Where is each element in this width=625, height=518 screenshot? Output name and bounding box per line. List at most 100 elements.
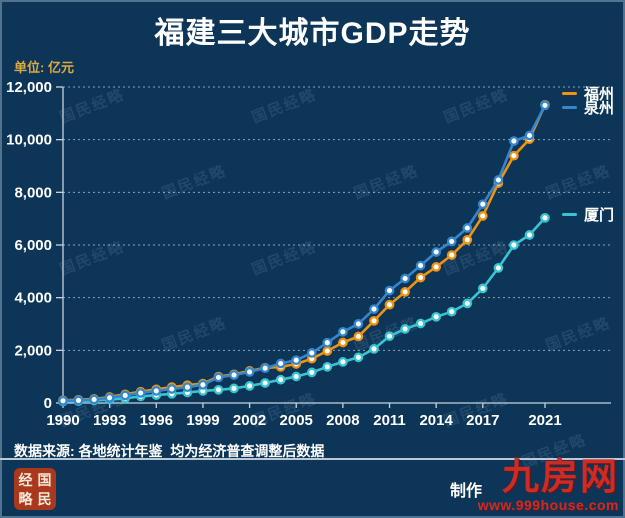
data-point-泉州 (73, 395, 84, 406)
x-tick-label: 1993 (93, 412, 126, 429)
footer-divider (0, 458, 625, 460)
data-point-厦门 (260, 378, 270, 388)
data-point-厦门 (213, 384, 224, 395)
data-point-泉州 (353, 319, 364, 329)
legend-item-fuzhou: 福州 (562, 83, 614, 104)
data-source-note: 数据来源: 各地统计年鉴 均为经济普查调整后数据 (14, 443, 325, 459)
data-point-泉州 (260, 363, 270, 374)
data-point-泉州 (291, 355, 302, 366)
seal-char: 国 (37, 471, 52, 488)
x-tick-label: 2017 (466, 412, 499, 429)
data-point-厦门 (384, 331, 395, 342)
legend-dash-quanzhou-icon (562, 106, 577, 109)
legend-dash-fuzhou-icon (562, 92, 577, 95)
data-point-福州 (338, 337, 348, 348)
data-point-泉州 (338, 326, 348, 337)
data-point-福州 (384, 299, 395, 310)
data-point-泉州 (135, 388, 146, 398)
data-point-福州 (477, 211, 488, 221)
data-point-泉州 (275, 358, 286, 369)
x-tick-label: 2002 (233, 412, 266, 429)
data-point-厦门 (509, 240, 519, 250)
data-point-泉州 (477, 199, 488, 210)
y-tick-label: 0 (44, 395, 52, 412)
data-point-泉州 (384, 285, 395, 296)
data-point-福州 (446, 250, 457, 260)
data-point-泉州 (151, 386, 162, 396)
data-point-厦门 (431, 311, 442, 322)
data-point-福州 (509, 150, 519, 161)
data-point-厦门 (462, 298, 473, 309)
y-tick-label: 2,000 (14, 342, 52, 359)
brand-name: 九房网 (502, 456, 619, 497)
seal-char: 经 (18, 471, 33, 488)
data-point-厦门 (275, 374, 286, 385)
data-point-泉州 (322, 337, 333, 348)
gdp-line-chart: 0 2,000 4,000 6,000 8,000 10,000 12,000 1990 199… (6, 79, 611, 429)
data-point-泉州 (198, 379, 208, 390)
data-point-泉州 (244, 367, 255, 377)
data-point-泉州 (89, 394, 99, 405)
data-point-福州 (353, 331, 364, 342)
unit-label: 单位: 亿元 (14, 60, 74, 75)
legend-dash-xiamen-icon (562, 213, 577, 216)
data-point-福州 (369, 315, 379, 326)
data-point-厦门 (524, 230, 535, 240)
data-point-泉州 (524, 130, 535, 141)
brand-url: www.999house.com (477, 496, 619, 513)
data-point-泉州 (462, 223, 473, 233)
series-line-泉州 (62, 104, 547, 403)
data-point-泉州 (166, 384, 177, 394)
data-point-泉州 (182, 382, 193, 393)
data-point-泉州 (400, 273, 410, 284)
data-point-泉州 (58, 395, 68, 406)
chart-title: 福建三大城市GDP走势 (154, 17, 471, 50)
data-point-泉州 (369, 304, 379, 314)
legend-item-xiamen: 厦门 (562, 204, 614, 225)
y-tick-label: 10,000 (6, 132, 52, 149)
data-point-厦门 (540, 212, 550, 223)
y-tick-label: 6,000 (14, 237, 52, 254)
data-point-泉州 (306, 348, 317, 358)
x-tick-label: 2021 (528, 412, 561, 429)
y-tick-label: 8,000 (14, 184, 52, 201)
data-point-泉州 (446, 236, 457, 247)
data-point-厦门 (338, 357, 348, 367)
data-point-福州 (462, 234, 473, 245)
data-point-福州 (431, 262, 442, 272)
x-tick-label: 1999 (186, 412, 219, 429)
data-point-福州 (400, 287, 410, 297)
data-point-厦门 (244, 381, 255, 391)
data-point-厦门 (353, 352, 364, 363)
data-point-厦门 (400, 324, 410, 334)
y-tick-label: 4,000 (14, 290, 52, 307)
guominjinglue-seal-logo: 经 国 略 民 (14, 468, 56, 510)
data-point-厦门 (446, 306, 457, 317)
data-point-厦门 (369, 344, 379, 354)
x-tick-label: 1996 (140, 412, 173, 429)
x-tick-label: 2005 (280, 412, 313, 429)
legend-label-quanzhou: 泉州 (584, 100, 615, 117)
data-point-福州 (415, 272, 426, 283)
legend-label-fuzhou: 福州 (584, 86, 615, 103)
y-tick-label: 12,000 (6, 79, 52, 96)
data-point-泉州 (493, 175, 504, 185)
data-point-泉州 (431, 247, 442, 257)
data-point-泉州 (509, 136, 519, 146)
maker-credit-fragment: 制作 (450, 483, 483, 500)
legend-item-quanzhou: 泉州 (562, 97, 614, 118)
data-point-泉州 (229, 370, 239, 380)
data-point-福州 (322, 346, 333, 356)
x-tick-label: 1990 (46, 412, 79, 429)
seal-char: 民 (37, 490, 52, 507)
data-point-厦门 (229, 383, 239, 394)
x-tick-label: 2008 (326, 412, 359, 429)
data-point-泉州 (415, 260, 426, 271)
data-point-厦门 (322, 361, 333, 372)
x-tick-label: 2014 (419, 412, 453, 429)
data-point-泉州 (120, 390, 131, 401)
data-point-厦门 (477, 283, 488, 294)
data-point-泉州 (213, 372, 224, 383)
brand-watermark: 九房网 www.999house.com (477, 456, 619, 513)
seal-char: 略 (18, 490, 33, 507)
